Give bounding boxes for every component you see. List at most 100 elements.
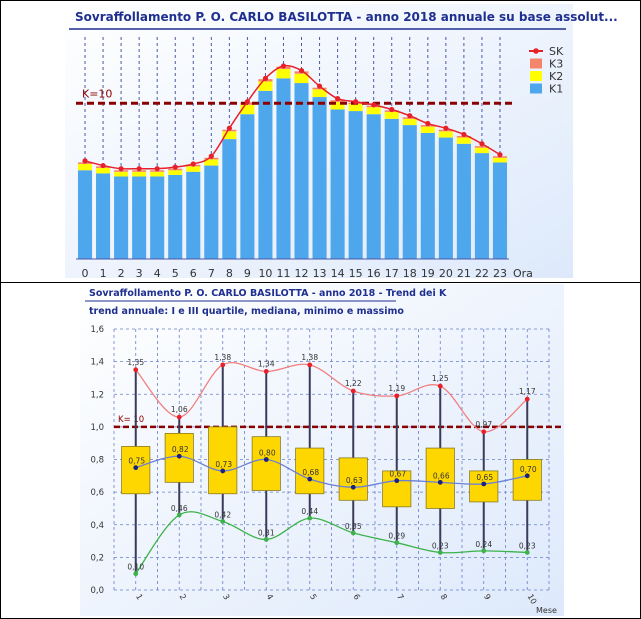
chart-subtitle: trend annuale: I e III quartile, mediana… <box>89 306 404 317</box>
sk-point <box>208 153 214 159</box>
sk-point <box>118 166 124 172</box>
x-tick-label: 7 <box>395 593 405 602</box>
max-label: 1,35 <box>127 358 144 367</box>
x-tick-label: 8 <box>439 593 449 602</box>
bar-k2 <box>222 131 237 140</box>
sk-point <box>335 96 341 102</box>
sk-point <box>353 99 359 105</box>
median-label: 0,73 <box>215 460 232 469</box>
median-point <box>307 476 313 482</box>
min-label: 0,23 <box>519 541 536 550</box>
max-point <box>524 396 530 402</box>
bar-k2 <box>366 107 381 115</box>
min-label: 0,23 <box>432 541 449 550</box>
x-tick-label: 20 <box>439 267 453 280</box>
min-label: 0,31 <box>258 528 275 537</box>
median-label: 0,66 <box>433 471 450 480</box>
y-tick-label: 0,8 <box>90 456 104 466</box>
x-tick-label: 4 <box>154 267 161 280</box>
bar-k1 <box>204 165 219 259</box>
x-tick-label: 9 <box>244 267 251 280</box>
x-tick-label: 2 <box>118 267 125 280</box>
legend-swatch-k1 <box>530 83 542 94</box>
bar-k2 <box>96 167 111 174</box>
median-point <box>176 453 182 459</box>
x-tick-label: 10 <box>258 267 272 280</box>
bar-k1 <box>330 109 345 259</box>
x-tick-label: 17 <box>385 267 399 280</box>
x-tick-label: 1 <box>100 267 107 280</box>
median-label: 0,75 <box>128 457 145 466</box>
x-tick-label: 18 <box>403 267 417 280</box>
bar-k2 <box>330 101 345 110</box>
sk-point <box>389 106 395 113</box>
bar-k1 <box>312 97 327 259</box>
x-axis-label: Mese <box>536 606 557 615</box>
min-label: 0,24 <box>475 540 492 549</box>
max-label: 1,06 <box>171 405 188 414</box>
legend-label-k2: K2 <box>549 70 563 83</box>
x-tick-label: 22 <box>475 267 489 280</box>
bar-k2 <box>204 159 219 166</box>
bar-k2 <box>150 171 165 177</box>
legend-label-k1: K1 <box>549 83 563 96</box>
bar-k2 <box>384 111 399 119</box>
x-tick-label: 4 <box>265 593 275 602</box>
median-label: 0,82 <box>172 445 189 454</box>
bar-k1 <box>96 173 111 259</box>
max-point <box>307 362 313 368</box>
bar-k2 <box>456 137 471 144</box>
median-point <box>481 481 487 487</box>
bar-k2 <box>240 104 255 115</box>
max-label: 0,97 <box>475 420 492 429</box>
x-tick-label: 5 <box>172 267 179 280</box>
max-point <box>133 367 139 373</box>
quartile-box <box>121 446 151 495</box>
median-point <box>263 457 269 462</box>
min-point <box>437 550 443 555</box>
x-tick-label: 2 <box>178 593 188 602</box>
min-label: 0,35 <box>345 522 362 531</box>
sk-point <box>461 131 467 138</box>
quartile-box <box>382 470 412 508</box>
quartile-box <box>512 459 542 501</box>
y-tick-label: 1,6 <box>90 325 104 335</box>
bar-k1 <box>384 118 399 259</box>
bar-k1 <box>420 132 435 259</box>
legend-label-sk: SK <box>549 45 564 58</box>
x-tick-label: 9 <box>482 593 492 602</box>
sk-point <box>425 120 431 127</box>
median-point <box>437 479 443 485</box>
legend-swatch-k3 <box>530 58 542 69</box>
x-tick-label: 0 <box>82 267 89 280</box>
bar-k1 <box>438 137 453 259</box>
x-tick-label: 12 <box>295 267 309 280</box>
bar-k2 <box>420 126 435 133</box>
max-point <box>263 369 269 374</box>
max-label: 1,38 <box>214 353 231 362</box>
bar-k1 <box>114 176 129 259</box>
x-tick-label: 19 <box>421 267 435 280</box>
x-tick-label: 7 <box>208 267 215 280</box>
max-point <box>437 383 443 389</box>
median-point <box>220 468 226 474</box>
bar-k1 <box>150 176 165 259</box>
sk-point <box>244 99 250 105</box>
bar-k1 <box>348 111 363 259</box>
max-point <box>481 429 487 435</box>
bar-k1 <box>276 78 291 259</box>
sk-point <box>497 152 503 158</box>
x-tick-label: 8 <box>226 267 233 280</box>
bar-k2 <box>312 89 327 98</box>
bar-k2 <box>294 73 309 84</box>
min-point <box>394 540 400 546</box>
min-point <box>133 571 139 577</box>
bar-k1 <box>132 176 147 259</box>
y-tick-label: 1,4 <box>90 358 104 368</box>
min-point <box>263 537 269 542</box>
max-label: 1,22 <box>345 379 362 388</box>
min-point <box>481 548 487 554</box>
bar-k1 <box>77 170 93 259</box>
max-line <box>135 362 528 433</box>
legend-label-k3: K3 <box>549 58 563 71</box>
